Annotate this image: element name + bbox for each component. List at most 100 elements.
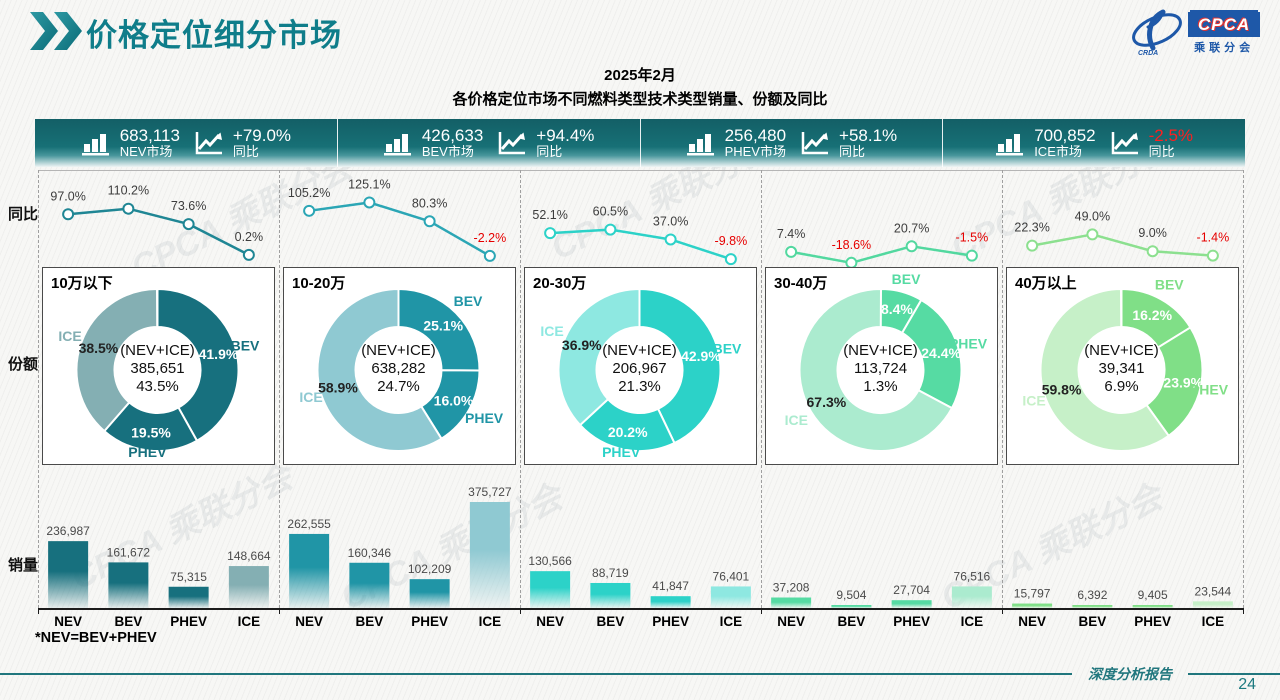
sales-bar-chart: 130,566 88,719 41,847 76,401: [528, 554, 751, 608]
yoy-value-label: 60.5%: [593, 205, 628, 219]
kpi-label: NEV市场: [119, 144, 173, 160]
segment-column-5: 22.3% 49.0% 9.0% -1.4% 40万以上 16.2% BEV 23.9% PHE…: [1002, 170, 1243, 636]
yoy-point: [363, 196, 376, 209]
yoy-point: [303, 204, 316, 217]
yoy-value-label: 73.6%: [171, 199, 206, 213]
chart-title-month: 2025年2月: [604, 67, 676, 84]
slice-pct-label: 23.9%: [1163, 374, 1203, 390]
category-label-row: NEV BEV PHEV ICE: [38, 614, 279, 629]
category-label-NEV: NEV: [54, 614, 82, 629]
slice-name-label: ICE: [58, 328, 81, 344]
slice-pct-label: 58.9%: [318, 379, 358, 395]
slice-name-label: ICE: [1022, 392, 1045, 408]
share-donut-box: 30-40万 8.4% BEV 24.4% PHEV 67.3% ICE (NEV+ICE) 1…: [765, 267, 998, 465]
yoy-line: [550, 228, 732, 261]
slice-name-label: PHEV: [465, 410, 504, 426]
bar-chart-icon: [996, 133, 1024, 156]
yoy-value-label: -1.4%: [1197, 231, 1230, 245]
slice-name-label: PHEV: [1190, 381, 1229, 397]
yoy-value-label: 49.0%: [1075, 209, 1110, 223]
sales-bar-ICE: [951, 586, 992, 608]
yoy-value-label: 9.0%: [1138, 226, 1167, 240]
slice-pct-label: 20.2%: [608, 424, 648, 440]
slice-pct-label: 16.2%: [1132, 307, 1172, 323]
sales-value-label: 15,797: [1014, 587, 1051, 601]
kpi-label: PHEV市场: [724, 144, 786, 160]
kpi-change-0: +79.0%: [232, 125, 292, 145]
column-separator: [279, 170, 280, 608]
yoy-value-label: 52.1%: [532, 208, 567, 222]
axis-tick: [279, 608, 280, 614]
yoy-value-label: 110.2%: [108, 184, 149, 198]
kpi-change-label: 同比: [232, 144, 259, 160]
category-label-row: NEV BEV PHEV ICE: [520, 614, 761, 629]
slice-name-label: ICE: [299, 389, 322, 405]
kpi-label: BEV市场: [421, 144, 474, 160]
axis-tick: [1002, 608, 1003, 614]
category-label-PHEV: PHEV: [1134, 614, 1171, 629]
slice-name-label: BEV: [713, 340, 742, 356]
sales-bar-PHEV: [891, 600, 932, 608]
trend-up-icon: [195, 131, 222, 155]
sales-bar-ICE: [469, 502, 510, 608]
sales-bar-BEV: [1072, 605, 1113, 608]
kpi-value: 700,852: [1034, 125, 1096, 145]
column-separator: [38, 170, 39, 608]
yoy-line: [68, 207, 250, 257]
row-label-yoy: 同比: [8, 206, 39, 223]
slice-pct-label: 59.8%: [1042, 381, 1082, 397]
yoy-value-label: 37.0%: [653, 214, 688, 228]
cpca-text: CPCA: [1188, 11, 1261, 37]
yoy-line-chart: 105.2% 125.1% 80.3% -2.2%: [288, 177, 506, 262]
donut-slice-BEV: [638, 287, 722, 445]
slice-name-label: BEV: [892, 271, 921, 287]
category-label-ICE: ICE: [960, 614, 984, 629]
sales-value-label: 23,544: [1195, 584, 1232, 598]
axis-tick: [761, 608, 762, 614]
sales-value-label: 161,672: [107, 545, 151, 559]
kpi-value: 683,113: [119, 125, 180, 145]
bar-chart-icon: [686, 133, 714, 156]
cpca-subtitle: 乘联分会: [1194, 41, 1255, 54]
donut-center-text: (NEV+ICE): [843, 342, 918, 359]
sales-value-label: 27,704: [893, 583, 930, 597]
donut-slice-PHEV: [1145, 326, 1204, 438]
sales-value-label: 76,516: [954, 569, 991, 583]
sales-bar-ICE: [1192, 601, 1233, 608]
cpca-swoosh-icon: CRDA: [1132, 9, 1182, 57]
trend-up-icon: [801, 131, 829, 155]
sales-bar-PHEV: [650, 596, 691, 608]
donut-center-text: (NEV+ICE): [361, 342, 436, 359]
category-label-BEV: BEV: [596, 614, 625, 629]
share-donut-box: 10-20万 25.1% BEV 16.0% PHEV 58.9% ICE (NEV+ICE)…: [283, 267, 516, 465]
yoy-line-chart: 97.0% 110.2% 73.6% 0.2%: [50, 184, 263, 261]
segment-column-3: 52.1% 60.5% 37.0% -9.8% 20-30万 42.9% BEV 20.2% P…: [520, 170, 761, 636]
sales-value-label: 148,664: [227, 549, 271, 563]
slice-name-label: BEV: [1155, 276, 1184, 292]
share-donut-chart: 25.1% BEV 16.0%PHEV 58.9%ICE (NEV+ICE)638,28…: [299, 287, 504, 452]
category-label-PHEV: PHEV: [893, 614, 930, 629]
yoy-point: [1206, 249, 1219, 262]
footer: 深度分析报告: [0, 664, 1280, 684]
sales-bar-PHEV: [409, 579, 450, 608]
donut-slice-ICE: [557, 287, 641, 427]
sales-bar-NEV: [289, 533, 330, 608]
sales-bar-chart: 236,987 161,672 75,315 148,664: [46, 524, 271, 608]
share-donut-chart: 16.2% BEV 23.9%PHEV 59.8%ICE (NEV+ICE)39,341…: [1022, 276, 1229, 452]
slice-name-label: PHEV: [602, 444, 641, 460]
category-label-NEV: NEV: [536, 614, 564, 629]
donut-slice-ICE: [75, 287, 159, 433]
yoy-value-label: -1.5%: [956, 231, 989, 245]
sales-bar-BEV: [108, 562, 149, 608]
donut-center-text: 21.3%: [618, 378, 661, 395]
sales-axis-line: [38, 608, 1243, 610]
sales-bar-BEV: [590, 582, 631, 608]
chart-title-block: 2025年2月 各价格定位市场不同燃料类型技术类型销量、份额及同比: [0, 64, 1280, 109]
sales-bar-chart: 37,208 9,504 27,704 76,516: [771, 569, 992, 608]
yoy-value-label: 97.0%: [50, 189, 85, 203]
sales-value-label: 9,504: [836, 588, 866, 602]
kpi-change-3: -2.5%: [1148, 125, 1194, 145]
donut-center-text: 385,651: [130, 360, 184, 377]
sales-bar-ICE: [228, 566, 269, 608]
